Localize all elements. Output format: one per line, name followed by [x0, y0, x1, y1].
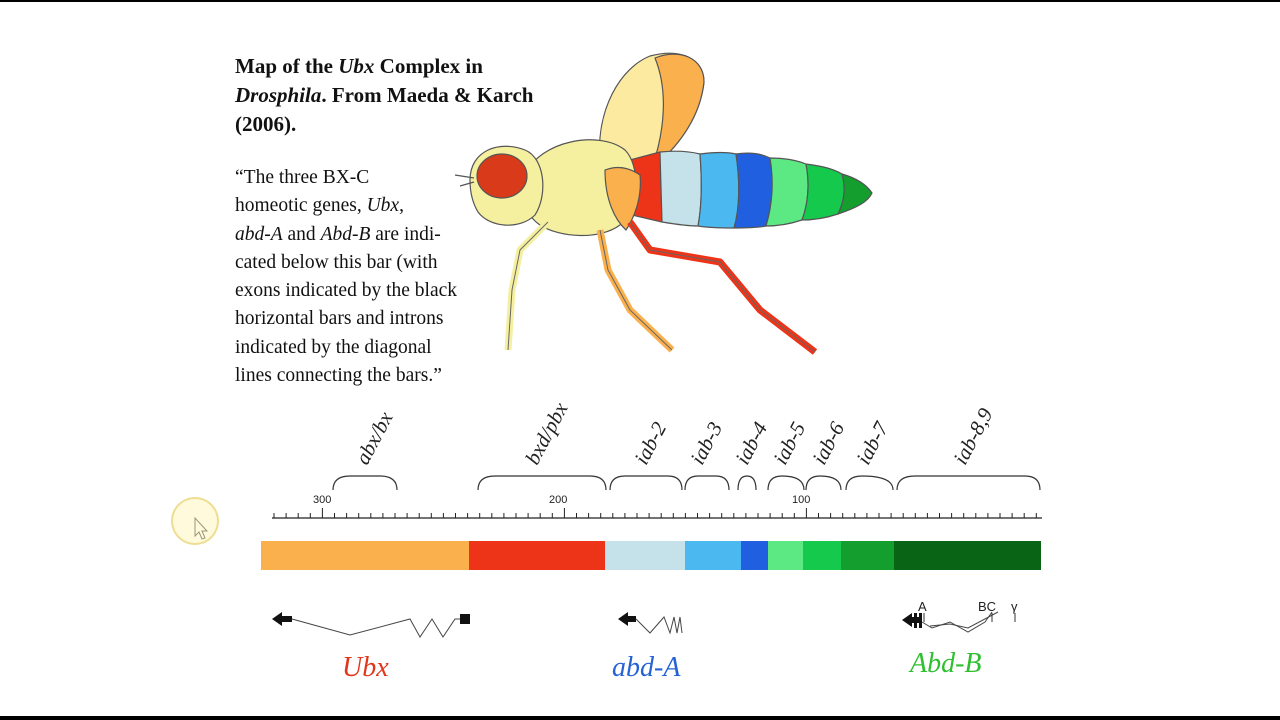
bar-segment-iab-6	[803, 541, 841, 570]
abdomen-segment-a3	[697, 151, 740, 229]
fly-leg-middle-outline	[599, 229, 673, 351]
region-label-iab-5: iab-5	[768, 418, 810, 468]
abd-a-arrow-icon	[618, 612, 636, 626]
region-label-iab-7: iab-7	[851, 417, 894, 469]
region-label-abx-bx: abx/bx	[350, 407, 398, 468]
figure-title: Map of the Ubx Complex in Drosphila. Fro…	[235, 54, 534, 136]
abd-b-exon-1	[914, 613, 917, 628]
region-label-bxd-pbx: bxd/pbx	[520, 398, 573, 469]
bracket-bxd-pbx	[477, 475, 607, 491]
bar-segment-iab-2	[605, 541, 685, 570]
bracket-iab-6	[805, 475, 842, 491]
region-label-iab-6: iab-6	[807, 417, 849, 468]
abd-a-introns	[635, 616, 683, 635]
bracket-abx-bx	[332, 475, 398, 491]
bar-segment-iab-5	[768, 541, 803, 570]
bracket-iab-89	[896, 475, 1041, 491]
fly-wing-tip	[651, 53, 705, 169]
bar-segment-iab-7	[841, 541, 894, 570]
abdomen-segment-a7	[837, 173, 873, 215]
cursor-highlight	[171, 497, 219, 545]
gene-structure-ubx	[272, 612, 470, 638]
bar-segment-abx-bx	[261, 541, 469, 570]
abd-b-promoter-a: A	[918, 599, 927, 614]
bracket-iab-3	[684, 475, 730, 491]
fly-leg-hind-outline	[629, 221, 816, 353]
kb-scale-axis: 300 200 100	[272, 494, 1042, 519]
gene-structure-abd-a	[618, 612, 683, 635]
fly-thorax-t3	[604, 166, 641, 231]
top-border	[0, 0, 1280, 2]
region-label-iab-3: iab-3	[685, 418, 727, 468]
abd-b-introns-2	[929, 611, 999, 629]
scale-label-200: 200	[549, 494, 567, 506]
abdomen-segment-a4	[733, 152, 773, 229]
gene-label-abd-b: Abd-B	[910, 648, 982, 679]
colored-expression-bar	[261, 541, 1041, 570]
region-label-iab-2: iab-2	[629, 417, 671, 468]
gene-label-abd-a: abd-A	[612, 652, 681, 683]
abd-b-promoter-bc: BC	[978, 599, 996, 614]
scale-label-100: 100	[792, 494, 810, 506]
abdomen-segment-a6	[801, 163, 845, 221]
bracket-iab-2	[609, 475, 683, 491]
gene-structure-abd-b: A BC γ	[902, 599, 1018, 633]
fly-leg-middle	[596, 229, 675, 353]
region-brackets	[332, 475, 1041, 491]
abdomen-segment-a5	[765, 157, 809, 227]
abd-b-promoter-gamma: γ	[1011, 599, 1018, 614]
bracket-iab-7	[845, 475, 894, 491]
fly-antenna	[454, 174, 475, 187]
region-label-iab-4: iab-4	[730, 417, 772, 468]
abd-b-exon-2	[919, 613, 922, 628]
scale-label-300: 300	[313, 494, 331, 506]
ubx-introns	[291, 618, 462, 638]
fly-eye	[476, 153, 528, 199]
bar-segment-iab-3	[685, 541, 741, 570]
region-label-iab-89: iab-8,9	[948, 404, 998, 469]
figure-quote: “The three BX-C homeotic genes, Ubx, abd…	[235, 167, 458, 387]
scale-ticks	[273, 508, 1037, 518]
bar-segment-iab-89	[894, 541, 1041, 570]
bottom-border	[0, 716, 1280, 720]
bracket-iab-4	[737, 475, 757, 491]
fly-illustration	[454, 52, 873, 355]
bracket-iab-5	[767, 475, 805, 491]
fly-leg-front	[504, 219, 551, 351]
abdomen-segment-a2	[659, 150, 702, 227]
bar-segment-iab-4	[741, 541, 768, 570]
abd-b-arrow-icon	[902, 613, 920, 627]
region-labels: abx/bx bxd/pbx iab-2 iab-3 iab-4 iab-5 i…	[350, 398, 998, 469]
ubx-exon	[460, 614, 470, 624]
abd-b-introns	[921, 611, 993, 633]
fly-leg-front-outline	[507, 221, 549, 351]
bar-segment-bxd-pbx	[469, 541, 605, 570]
gene-label-ubx: Ubx	[342, 652, 389, 683]
ubx-arrow-icon	[272, 612, 292, 626]
